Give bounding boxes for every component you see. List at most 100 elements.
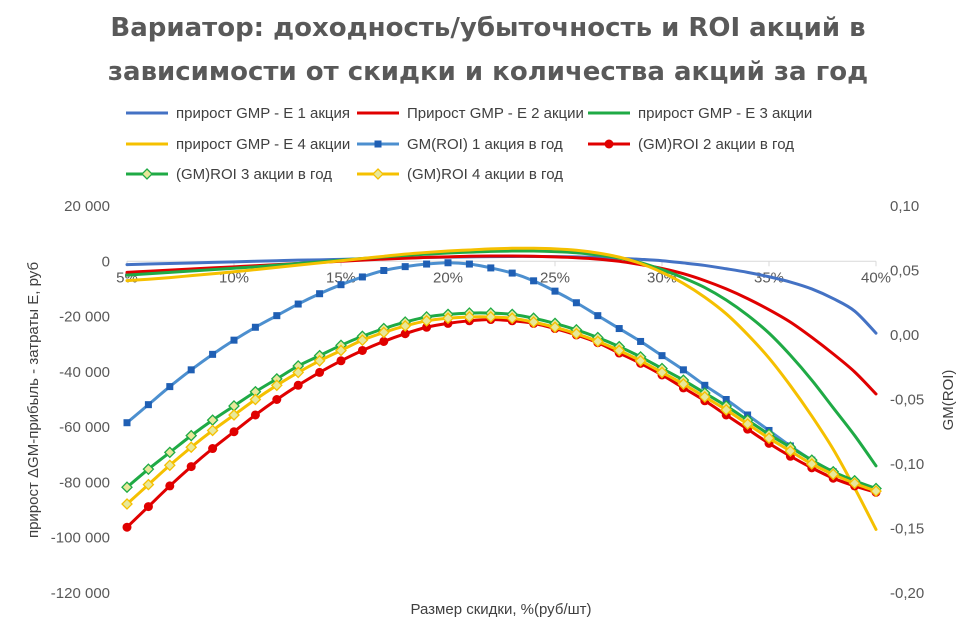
data-point — [656, 366, 668, 379]
data-point — [356, 334, 369, 347]
data-point — [484, 311, 497, 323]
series-4 — [125, 246, 878, 531]
data-point — [637, 337, 645, 345]
data-point — [463, 311, 476, 323]
data-point — [143, 502, 153, 512]
data-point — [358, 273, 366, 281]
data-point — [379, 336, 389, 346]
data-point — [594, 312, 602, 320]
legend-label: (GM)ROI 3 акции в год — [176, 166, 332, 183]
data-point — [551, 287, 559, 295]
chart-title: Вариатор: доходность/убыточность и ROI а… — [0, 6, 976, 94]
y-right-tick-label: -0,20 — [890, 585, 924, 602]
data-point — [722, 396, 730, 403]
data-point — [208, 444, 218, 454]
data-point — [249, 393, 262, 406]
data-point — [123, 419, 131, 427]
legend-label: прирост GMP - E 1 акция — [176, 105, 350, 122]
data-point — [122, 522, 132, 532]
series-line — [125, 261, 878, 492]
data-point — [144, 401, 152, 409]
data-point — [251, 323, 259, 331]
data-point — [187, 366, 195, 374]
data-point — [377, 326, 390, 339]
data-point — [549, 321, 561, 334]
y-right-tick-label: -0,15 — [890, 521, 924, 538]
data-point — [316, 290, 324, 298]
data-point — [380, 267, 388, 274]
data-point — [679, 366, 687, 374]
plot-area — [121, 246, 882, 532]
legend-item: GM(ROI) 1 акция в год — [357, 136, 563, 153]
data-point — [186, 462, 196, 472]
series-line — [125, 246, 878, 531]
y-left-tick-label: -80 000 — [59, 474, 110, 491]
data-point — [165, 481, 175, 491]
legend-item: (GM)ROI 3 акции в год — [126, 166, 332, 183]
y-right-tick-label: 0,05 — [890, 263, 919, 280]
series-5 — [123, 259, 880, 494]
data-point — [530, 277, 538, 285]
data-point — [784, 445, 797, 458]
data-point — [293, 380, 303, 390]
data-point — [698, 391, 711, 403]
data-point — [444, 259, 452, 267]
data-point — [121, 498, 133, 510]
data-point — [570, 327, 583, 340]
y-left-tick-label: -40 000 — [59, 364, 110, 381]
data-point — [613, 344, 626, 357]
data-point — [313, 354, 326, 367]
data-point — [228, 409, 240, 421]
data-point — [420, 314, 433, 327]
series-line — [125, 249, 878, 468]
legend-marker — [604, 139, 614, 149]
data-point — [337, 281, 345, 289]
data-point — [357, 345, 367, 355]
data-point — [294, 300, 302, 308]
series-7 — [121, 307, 882, 495]
y-left-tick-label: -100 000 — [51, 530, 110, 547]
y-left-tick-label: 0 — [102, 253, 110, 270]
data-point — [335, 344, 347, 357]
legend-label: прирост GMP - E 4 акции — [176, 136, 350, 153]
data-point — [292, 366, 305, 379]
data-point — [166, 383, 174, 391]
legend-label: (GM)ROI 4 акции в год — [407, 166, 563, 183]
chart-title-line-2: зависимости от скидки и количества акций… — [107, 57, 869, 87]
data-point — [615, 325, 623, 333]
y-axis-right-label: GM(ROI) — [940, 370, 957, 431]
x-tick-label: 40% — [861, 269, 891, 286]
x-axis-label: Размер скидки, %(руб/шт) — [410, 601, 591, 618]
data-point — [273, 312, 281, 320]
data-point — [763, 432, 775, 445]
data-point — [870, 485, 882, 498]
legend-item: (GM)ROI 4 акции в год — [357, 166, 563, 183]
y-right-tick-label: -0,05 — [890, 392, 924, 409]
data-point — [506, 312, 519, 325]
data-point — [487, 264, 495, 272]
y-left-tick-label: -20 000 — [59, 309, 110, 326]
data-point — [423, 260, 431, 268]
data-point — [121, 481, 133, 494]
data-point — [658, 352, 666, 360]
legend-label: Прирост GMP - E 2 акции — [407, 105, 584, 122]
y-left-tick-label: 20 000 — [64, 198, 110, 215]
legend-marker — [141, 168, 153, 180]
series-6 — [122, 315, 881, 532]
data-point — [230, 336, 238, 344]
y-axis-left-label: прирост ΔGM-прибыль - затраты E, руб — [25, 262, 42, 538]
legend-item: прирост GMP - E 1 акция — [126, 105, 350, 122]
data-point — [209, 350, 217, 358]
legend-marker — [372, 168, 384, 180]
data-point — [270, 379, 283, 392]
data-point — [827, 468, 840, 481]
data-point — [272, 395, 282, 404]
data-point — [400, 329, 410, 339]
legend-item: прирост GMP - E 3 акции — [588, 105, 812, 122]
data-point — [229, 427, 239, 437]
y-left-tick-label: -60 000 — [59, 419, 110, 436]
data-point — [848, 477, 861, 490]
data-point — [701, 381, 709, 389]
legend-label: (GM)ROI 2 акции в год — [638, 136, 794, 153]
